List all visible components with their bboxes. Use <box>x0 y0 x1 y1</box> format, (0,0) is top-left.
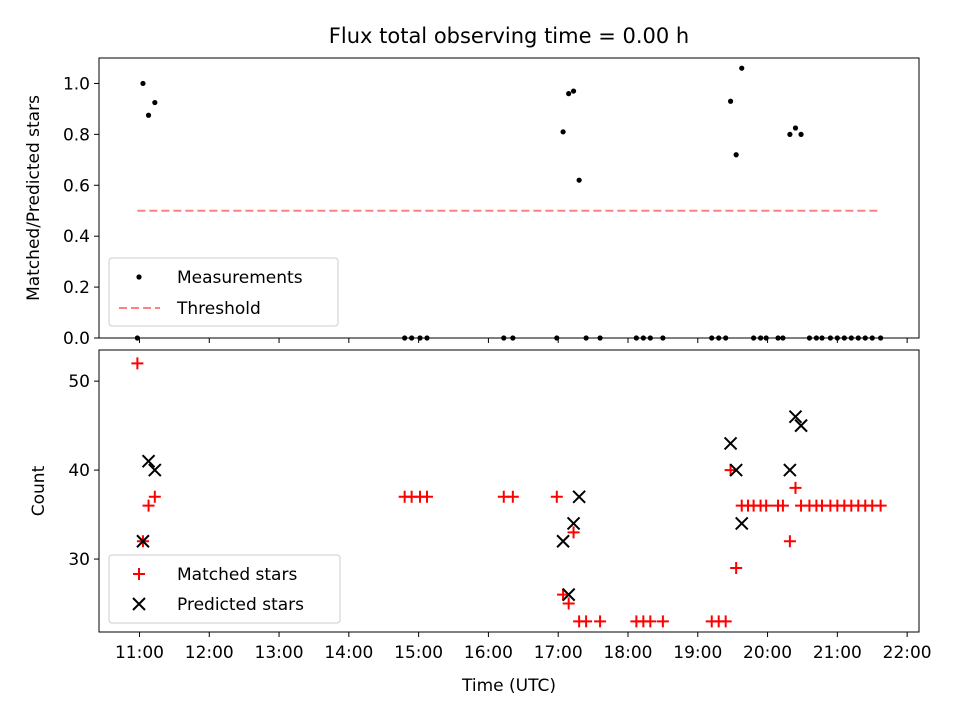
matched-star-point <box>142 499 155 512</box>
predicted-star-point <box>729 463 743 477</box>
legend-matched-marker <box>133 568 145 580</box>
measurement-point <box>152 99 158 106</box>
matched-star-point <box>567 526 580 539</box>
x-tick-label: 12:00 <box>185 643 234 663</box>
ratio-y-tick-label: 0.2 <box>63 278 90 298</box>
ratio-y-tick-label: 0.6 <box>63 176 90 196</box>
count-y-axis: 30 40 50 <box>68 372 99 570</box>
ratio-plot-frame <box>98 57 920 339</box>
x-tick-label: 19:00 <box>673 643 722 663</box>
ratio-y-tick-label: 0.0 <box>63 329 90 349</box>
matched-star-point <box>760 499 773 512</box>
legend-predicted-marker <box>132 597 146 611</box>
predicted-star-point <box>788 410 803 424</box>
count-y-tick-label: 40 <box>68 461 90 481</box>
count-legend: Matched stars Predicted stars <box>108 554 341 624</box>
legend-predicted-label: Predicted stars <box>177 595 304 615</box>
x-axis-title: Time (UTC) <box>461 676 556 696</box>
ratio-panel: 0.0 0.2 0.4 0.6 0.8 1.0 Matched/Predicted sta… <box>24 57 920 349</box>
x-tick-label: 15:00 <box>394 643 443 663</box>
x-tick-label: 16:00 <box>464 643 513 663</box>
measurement-point <box>145 112 152 118</box>
x-tick-label: 17:00 <box>534 643 583 663</box>
x-tick-label: 11:00 <box>115 643 164 663</box>
legend-threshold-label: Threshold <box>176 299 261 319</box>
x-tick-label: 14:00 <box>324 643 373 663</box>
ratio-y-axis: 0.0 0.2 0.4 0.6 0.8 1.0 <box>63 74 99 349</box>
count-y-axis-title: Count <box>29 465 49 516</box>
matched-star-point <box>557 588 570 601</box>
matched-star-point <box>783 535 796 548</box>
matched-star-point <box>550 490 563 503</box>
matched-star-point <box>562 597 575 610</box>
ratio-y-tick-label: 0.4 <box>63 227 90 247</box>
predicted-star-point <box>735 516 749 531</box>
x-tick-label: 20:00 <box>743 643 792 663</box>
measurement-point <box>733 152 739 158</box>
measurement-point <box>739 65 745 71</box>
measurement-point <box>798 131 804 137</box>
matched-star-point <box>594 615 607 628</box>
ratio-legend: Measurements Threshold <box>108 257 339 327</box>
matched-star-point <box>131 357 144 370</box>
matched-star-point <box>656 615 669 628</box>
ratio-x-axis <box>138 338 908 343</box>
chart-title: Flux total observing time = 0.00 h <box>329 24 689 48</box>
count-legend-box <box>108 554 341 624</box>
legend-matched-label: Matched stars <box>177 565 297 585</box>
count-plot-frame <box>98 349 920 633</box>
matched-star-point <box>724 464 737 477</box>
measurement-point <box>576 177 582 183</box>
legend-measurements-marker <box>136 274 142 280</box>
predicted-star-point <box>723 436 738 451</box>
matched-star-point <box>644 615 657 628</box>
predicted-star-point <box>572 490 586 504</box>
measurement-point <box>566 91 572 97</box>
measurement-point <box>787 131 793 137</box>
matched-star-point <box>776 499 789 512</box>
predicted-star-point <box>561 587 576 602</box>
matched-star-point <box>580 615 593 628</box>
predicted-star-point <box>136 534 150 548</box>
ratio-y-tick-label: 1.0 <box>63 74 90 94</box>
count-panel: 30 40 50 11:00 12:00 13:00 14:00 15:00 16:00 17:… <box>29 349 932 696</box>
ratio-y-axis-title: Matched/Predicted stars <box>24 95 44 301</box>
measurement-point <box>140 80 146 87</box>
measurement-point <box>570 88 577 94</box>
x-tick-label: 21:00 <box>813 643 862 663</box>
predicted-star-point <box>566 516 581 531</box>
x-tick-label: 18:00 <box>603 643 652 663</box>
measurement-point <box>792 125 799 131</box>
ratio-y-tick-label: 0.8 <box>63 125 90 145</box>
measurement-point <box>727 98 734 104</box>
matched-star-point <box>506 490 519 503</box>
count-plot-area <box>131 357 887 628</box>
ratio-legend-box <box>108 257 339 327</box>
matched-star-point <box>789 481 802 494</box>
count-y-tick-label: 30 <box>68 550 90 570</box>
measurement-point <box>560 129 566 135</box>
matched-star-point <box>719 615 732 628</box>
matched-star-point <box>148 490 161 503</box>
predicted-star-point <box>556 534 570 548</box>
predicted-star-point <box>148 463 162 477</box>
predicted-star-point <box>794 418 808 433</box>
legend-measurements-label: Measurements <box>177 268 303 288</box>
matched-star-point <box>421 490 433 503</box>
x-tick-label: 22:00 <box>883 643 932 663</box>
count-y-tick-label: 50 <box>68 372 90 392</box>
matched-star-point <box>874 499 887 512</box>
count-x-axis: 11:00 12:00 13:00 14:00 15:00 16:00 17:00 18:00… <box>115 632 932 663</box>
x-tick-label: 13:00 <box>255 643 304 663</box>
predicted-star-point <box>783 463 797 477</box>
predicted-star-point <box>141 454 156 468</box>
matched-star-point <box>730 561 743 574</box>
